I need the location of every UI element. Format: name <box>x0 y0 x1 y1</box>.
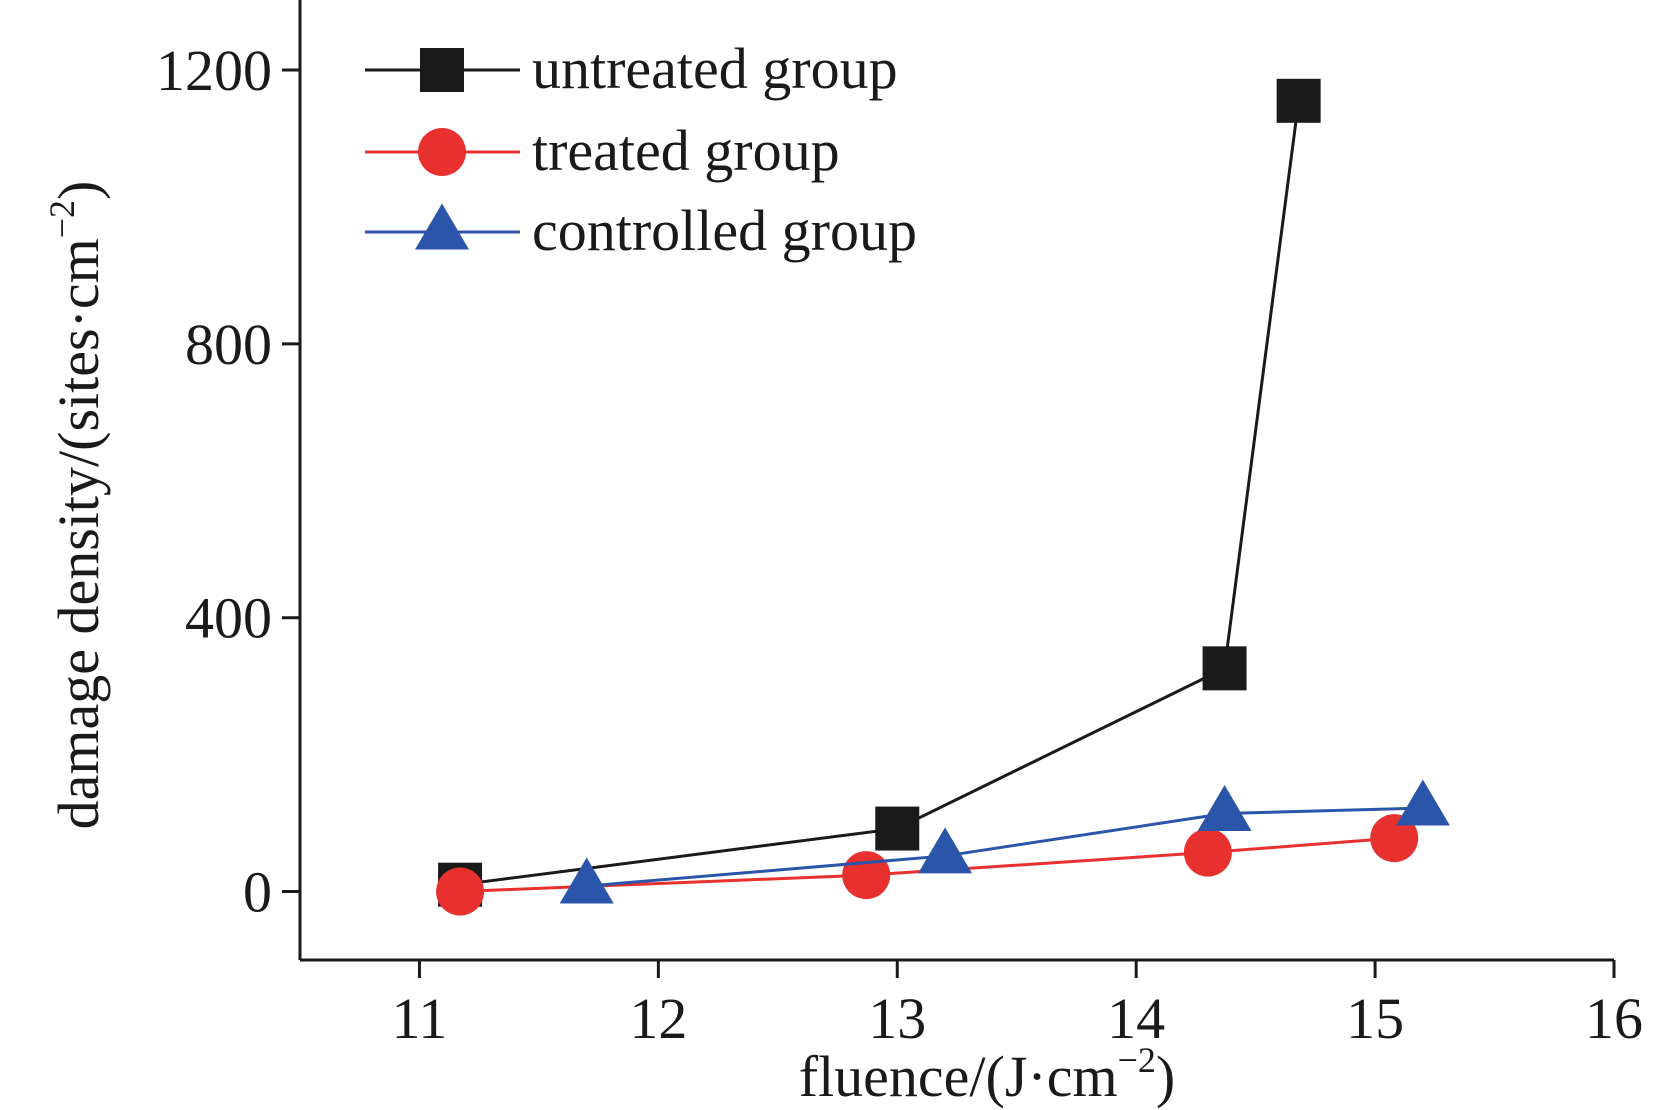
data-point <box>1183 828 1232 877</box>
x-tick-label: 15 <box>1346 986 1404 1051</box>
series-2 <box>559 779 1450 904</box>
y-tick-label: 400 <box>185 586 272 651</box>
data-point <box>875 806 920 851</box>
legend-marker <box>420 48 464 92</box>
x-axis-title-sup: −2 <box>1118 1040 1156 1080</box>
legend-label: untreated group <box>532 36 898 101</box>
axes <box>298 0 1614 962</box>
ticks: 11 12 13 14 15 16 0 400 800 1200 <box>156 38 1643 1051</box>
data-point <box>1395 779 1450 826</box>
y-tick-label: 800 <box>185 312 272 377</box>
x-tick-label: 11 <box>392 986 448 1051</box>
y-axis-title-text: damage density/(sites·cm <box>46 238 111 829</box>
y-axis-title: damage density/(sites·cm−2) <box>42 181 111 830</box>
series-line <box>586 806 1423 888</box>
legend-entry-1: treated group <box>365 118 840 183</box>
y-tick-label: 1200 <box>156 38 272 103</box>
legend-marker <box>415 203 469 250</box>
x-tick-label: 12 <box>629 986 687 1051</box>
data-point <box>1197 784 1252 831</box>
y-axis-title-sup: −2 <box>42 200 82 238</box>
series-line <box>459 100 1301 887</box>
x-tick-label: 13 <box>868 986 926 1051</box>
legend-marker <box>418 128 466 176</box>
data-point <box>559 857 614 904</box>
data-point <box>842 851 891 900</box>
x-tick-label: 16 <box>1585 986 1643 1051</box>
legend-entry-0: untreated group <box>365 36 898 101</box>
data-point <box>918 827 973 874</box>
y-tick-label: 0 <box>243 860 272 925</box>
legend: untreated group treated group controlled g… <box>365 36 917 263</box>
x-axis-title: fluence/(J·cm−2) <box>799 1040 1175 1109</box>
x-tick-label: 14 <box>1107 986 1165 1051</box>
series-line <box>460 836 1395 894</box>
data-point <box>436 867 485 916</box>
x-axis-title-text: fluence/(J·cm <box>799 1044 1118 1109</box>
series-layer <box>436 78 1450 916</box>
series-1 <box>436 814 1419 916</box>
x-axis-title-close: ) <box>1156 1044 1175 1109</box>
data-point <box>1202 646 1247 691</box>
legend-label: controlled group <box>532 198 917 263</box>
data-point <box>1370 814 1419 863</box>
data-point <box>1276 78 1321 123</box>
legend-entry-2: controlled group <box>365 198 917 263</box>
y-axis-title-close: ) <box>46 181 111 200</box>
legend-label: treated group <box>532 118 840 183</box>
